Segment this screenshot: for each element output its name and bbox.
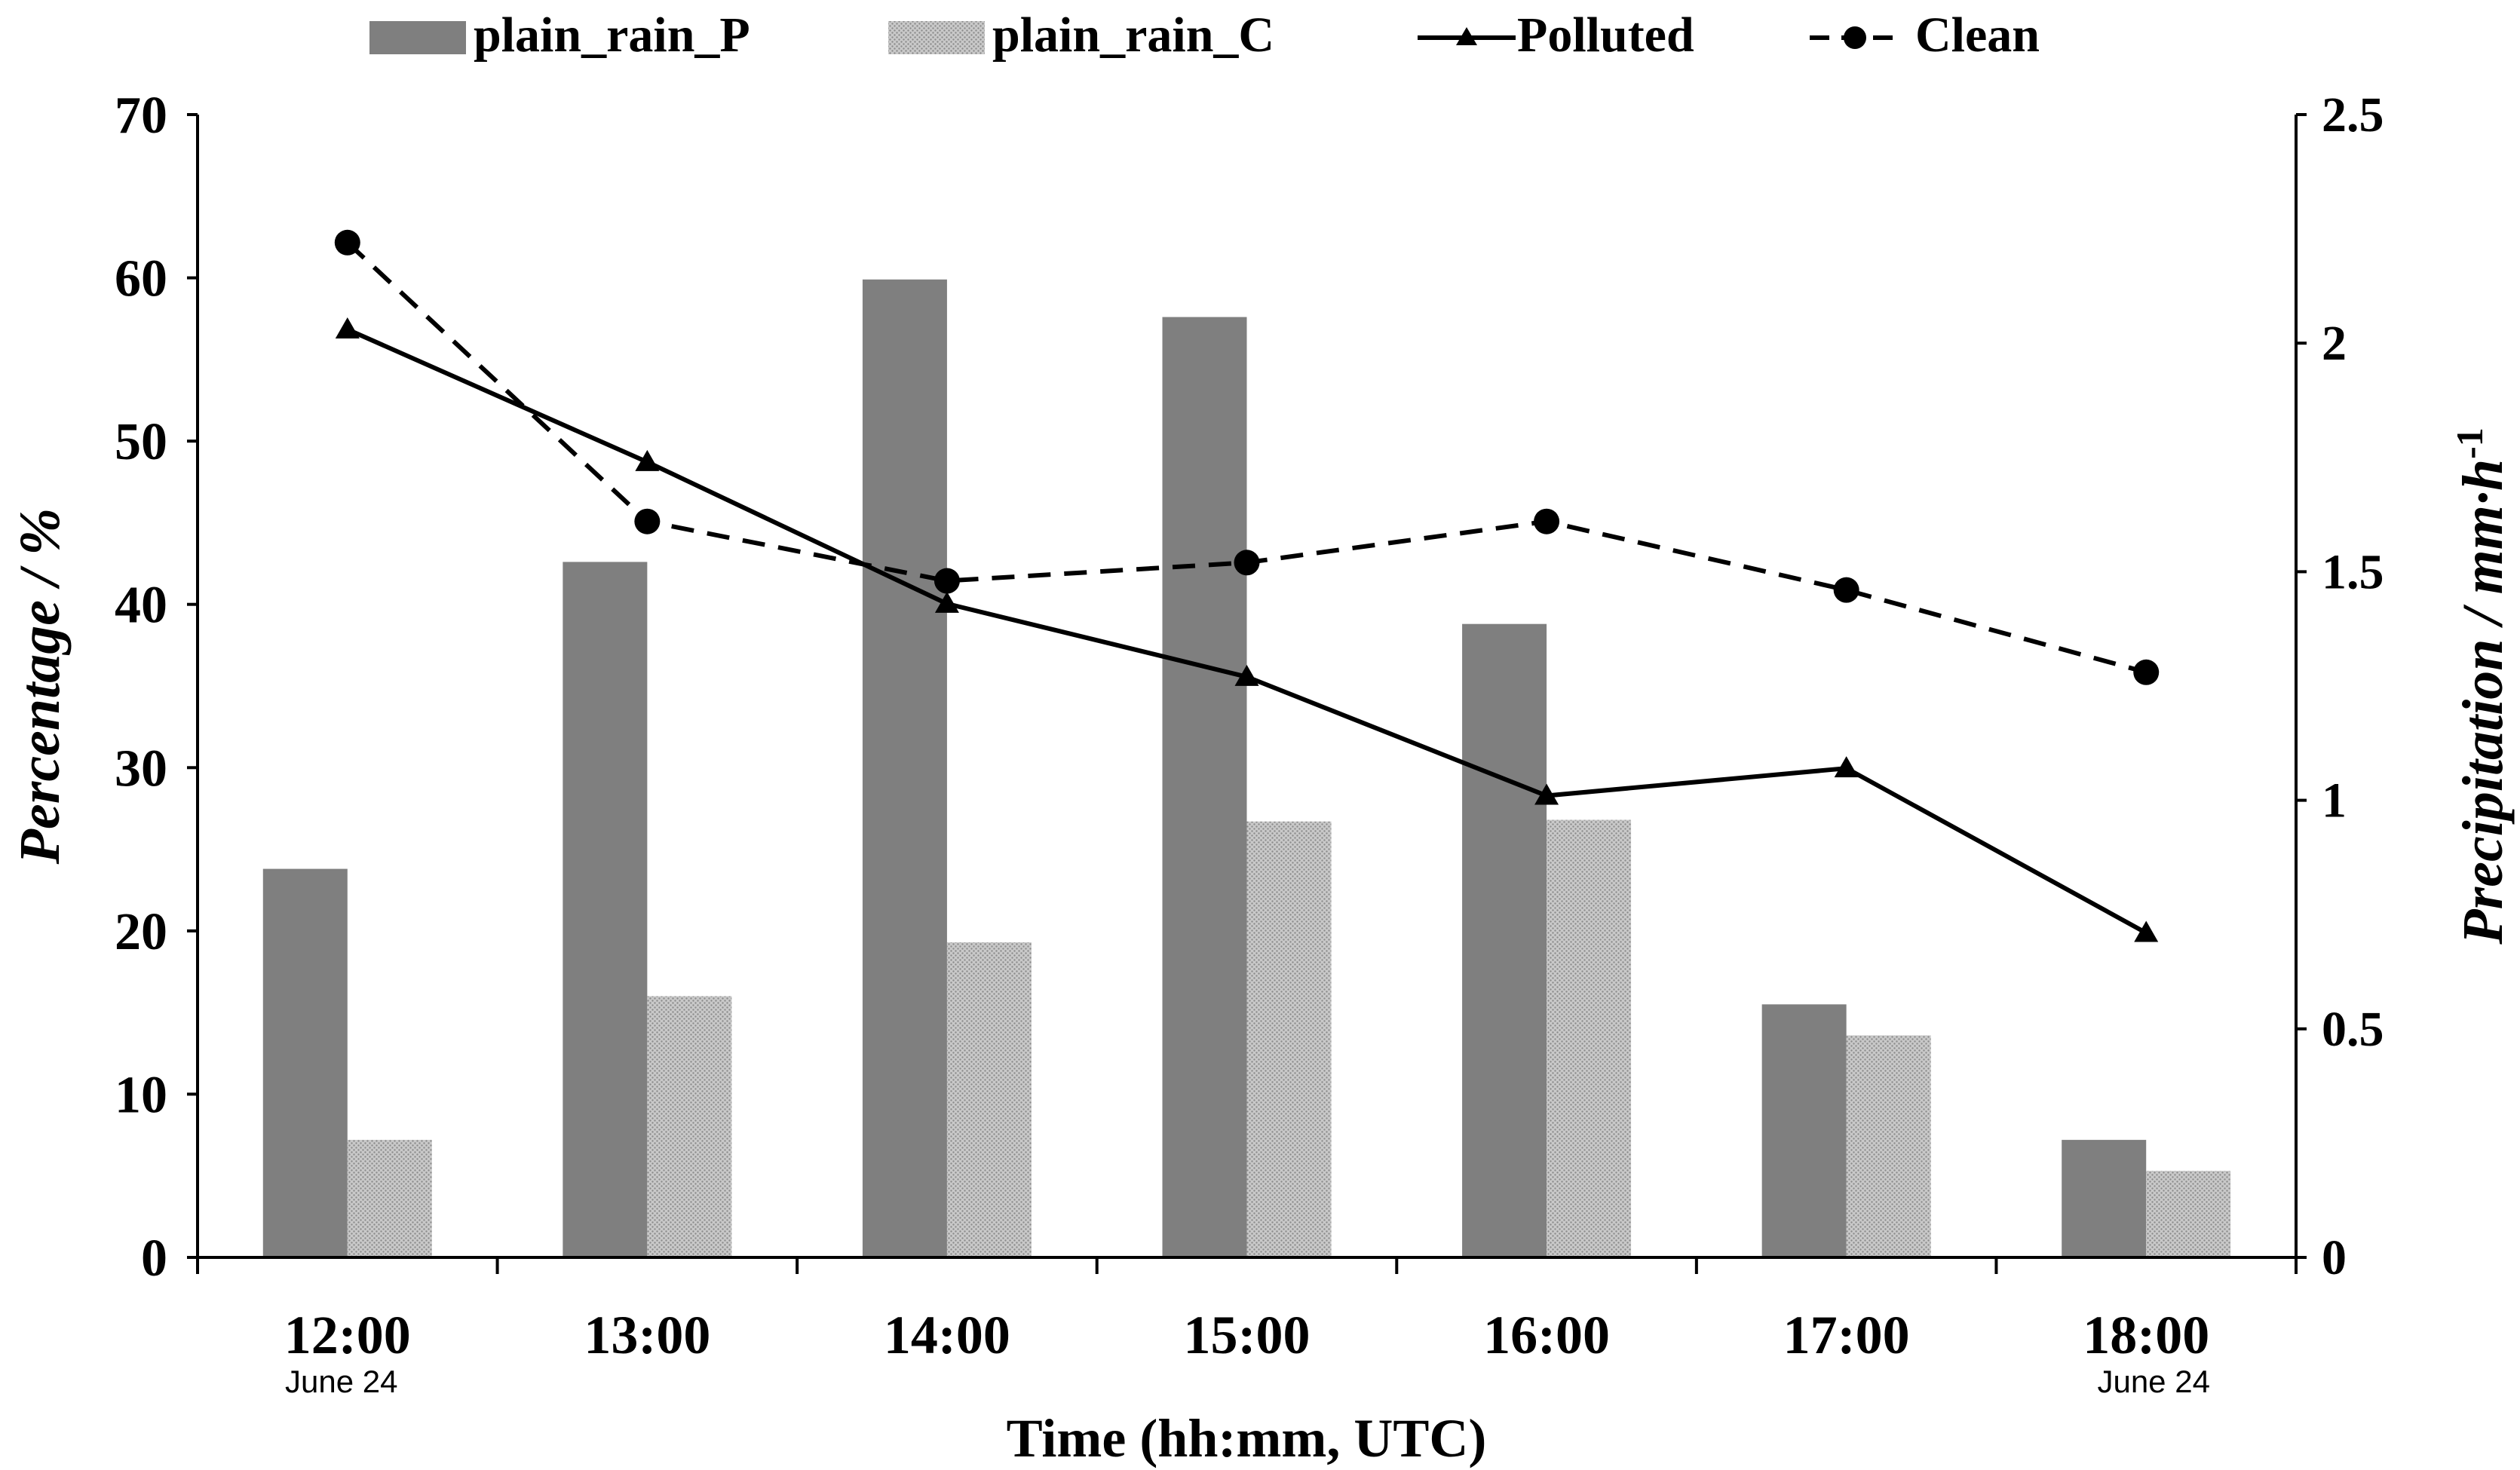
bar-plain-rain-p-14-00 <box>862 279 947 1257</box>
bar-plain-rain-p-13-00 <box>563 562 648 1257</box>
x-tick-label-15-00: 15:00 <box>1184 1305 1311 1365</box>
axes <box>196 115 2298 1259</box>
marker-polluted-16-00 <box>1534 783 1559 805</box>
y-right-tick-label: 2.5 <box>2322 87 2384 142</box>
marker-clean-13-00 <box>634 508 661 534</box>
y-left-tick-label: 20 <box>115 903 167 961</box>
bar-plain-rain-p-17-00 <box>1761 1004 1847 1257</box>
y-axis-right-title-sup: -1 <box>2448 427 2491 459</box>
y-right-tick-label: 0 <box>2322 1230 2347 1285</box>
x-tick-sublabel-18-00: June 24 <box>2097 1364 2209 1399</box>
marker-polluted-12-00 <box>335 317 360 339</box>
x-tick-label-16-00: 16:00 <box>1483 1305 1610 1365</box>
marker-clean-14-00 <box>934 568 960 594</box>
marker-clean-16-00 <box>1534 508 1560 534</box>
y-left-tick-label: 10 <box>115 1066 167 1124</box>
x-axis-title: Time (hh:mm, UTC) <box>1007 1408 1487 1468</box>
marker-polluted-15-00 <box>1234 664 1259 686</box>
y-axis-left-title: Percentage / % <box>8 508 72 865</box>
legend-swatch-plain-rain-c <box>888 21 985 54</box>
bar-plain-rain-p-15-00 <box>1162 317 1247 1257</box>
legend-swatch-plain-rain-p <box>369 21 466 54</box>
y-left-tick-label: 70 <box>115 87 167 145</box>
y-left-tick-label: 30 <box>115 740 167 798</box>
y-left-tick-label: 0 <box>141 1230 167 1288</box>
bars <box>262 279 2231 1257</box>
y-axis-right-title: Precipitation / mm·h-1 <box>2448 427 2515 945</box>
y-left-tick-label: 50 <box>115 413 167 471</box>
bar-plain-rain-p-16-00 <box>1462 623 1547 1257</box>
marker-polluted-13-00 <box>635 449 660 471</box>
marker-clean-17-00 <box>1833 577 1859 603</box>
legend-marker-clean <box>1844 26 1866 49</box>
bar-plain-rain-c-12-00 <box>347 1140 432 1257</box>
y-left-tick-label: 40 <box>115 577 167 635</box>
marker-polluted-17-00 <box>1834 756 1859 778</box>
marker-polluted-14-00 <box>934 591 959 613</box>
bar-plain-rain-c-16-00 <box>1547 819 1632 1257</box>
y-right-tick-label: 2 <box>2322 316 2347 371</box>
y-axis-right-title-main: Precipitation / mm·h <box>2451 459 2515 945</box>
legend-label-polluted: Polluted <box>1517 8 1694 63</box>
legend-label-clean: Clean <box>1915 8 2040 63</box>
y-right-tick-label: 1 <box>2322 773 2347 828</box>
legend: plain_rain_P plain_rain_C Polluted Clean <box>369 8 2040 63</box>
x-tick-label-18-00: 18:00 <box>2083 1305 2209 1365</box>
lines <box>334 229 2160 942</box>
x-tick-sublabel-12-00: June 24 <box>285 1364 397 1399</box>
bar-plain-rain-c-14-00 <box>946 942 1032 1257</box>
x-tick-label-14-00: 14:00 <box>884 1305 1010 1365</box>
marker-clean-15-00 <box>1234 550 1260 576</box>
x-tick-label-13-00: 13:00 <box>584 1305 710 1365</box>
legend-label-plain-rain-c: plain_rain_C <box>992 8 1274 63</box>
x-tick-label-17-00: 17:00 <box>1783 1305 1910 1365</box>
y-right-tick-label: 0.5 <box>2322 1002 2384 1057</box>
legend-label-plain-rain-p: plain_rain_P <box>474 8 750 63</box>
bar-plain-rain-p-12-00 <box>262 868 348 1257</box>
bar-plain-rain-p-18-00 <box>2062 1140 2147 1257</box>
bar-plain-rain-c-18-00 <box>2146 1171 2231 1257</box>
bar-plain-rain-c-13-00 <box>647 996 732 1257</box>
legend-marker-polluted <box>1456 27 1477 45</box>
bar-plain-rain-c-17-00 <box>1846 1035 1931 1257</box>
y-right-tick-label: 1.5 <box>2322 544 2384 599</box>
x-tick-label-12-00: 12:00 <box>284 1305 411 1365</box>
bar-plain-rain-c-15-00 <box>1246 821 1332 1257</box>
marker-clean-12-00 <box>334 229 360 256</box>
marker-polluted-18-00 <box>2134 920 2159 942</box>
marker-clean-18-00 <box>2133 659 2160 685</box>
y-left-tick-label: 60 <box>115 250 167 308</box>
